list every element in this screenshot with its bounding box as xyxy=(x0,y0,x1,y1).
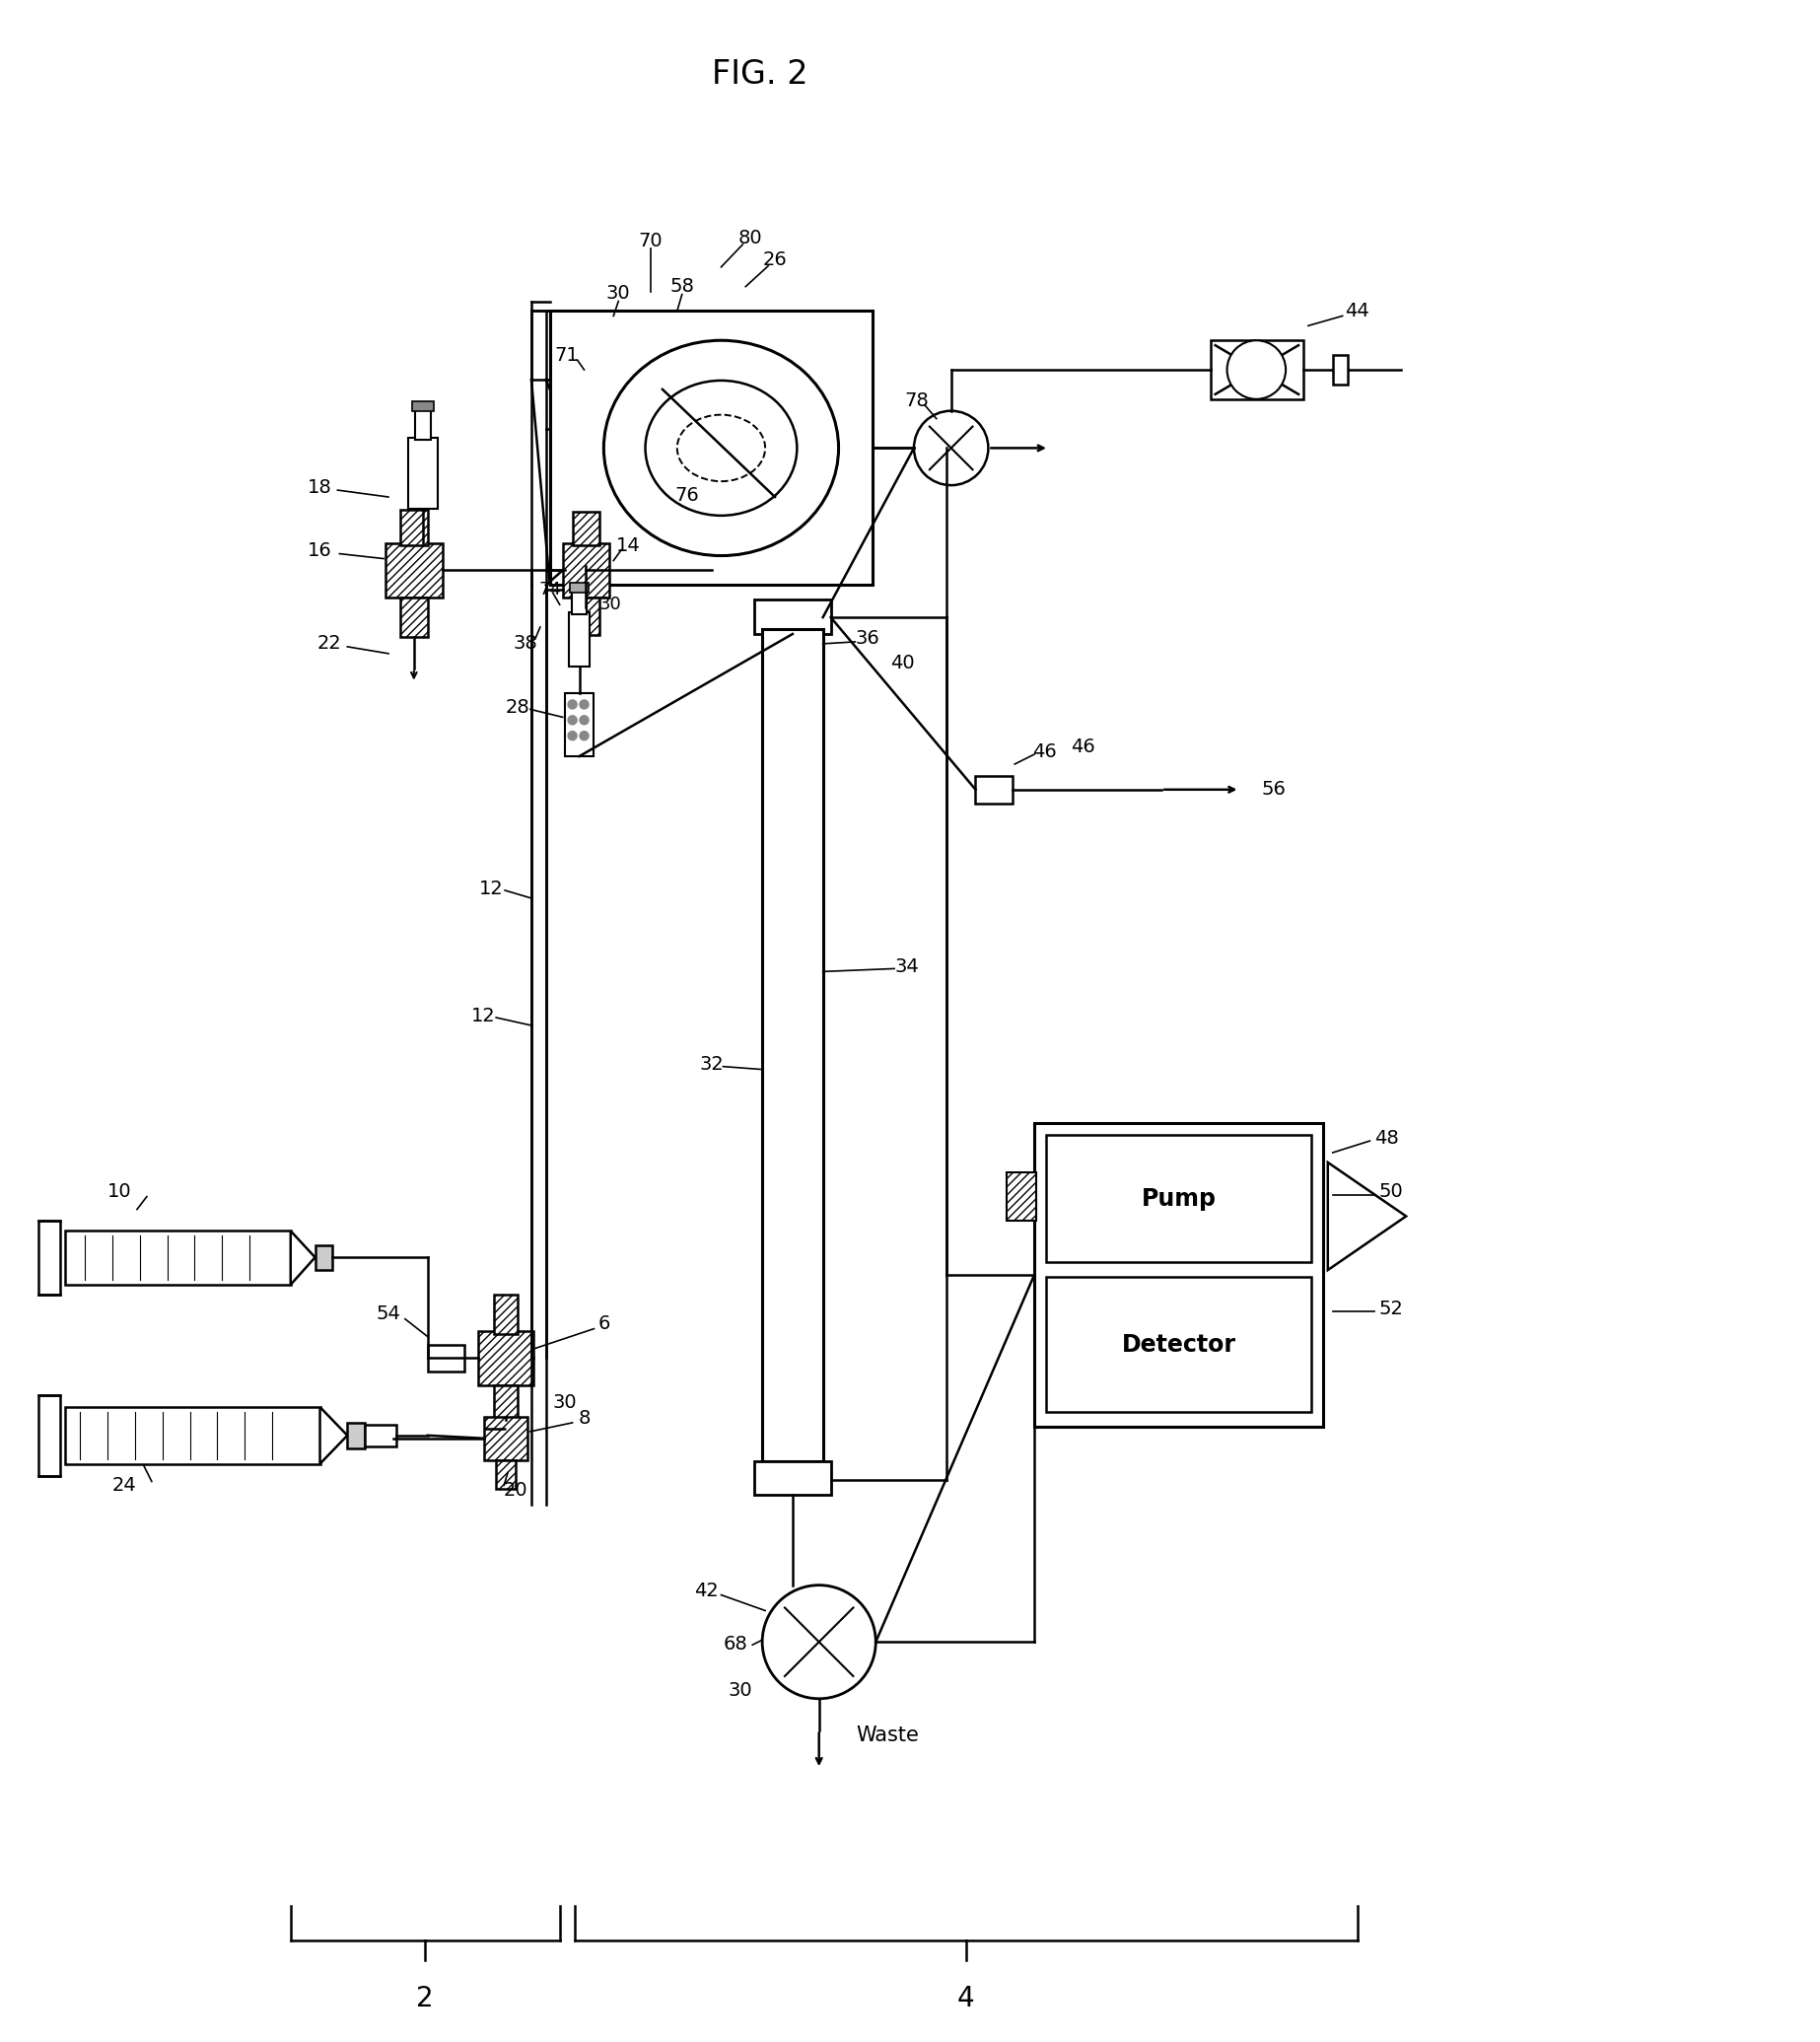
Text: 30: 30 xyxy=(599,596,622,613)
Circle shape xyxy=(763,1585,875,1699)
Bar xyxy=(428,1344,464,1372)
Polygon shape xyxy=(1329,1162,1407,1270)
Bar xyxy=(1332,355,1347,384)
Text: 4: 4 xyxy=(957,1985,974,2013)
Bar xyxy=(1046,1135,1310,1262)
Text: 12: 12 xyxy=(471,1007,495,1025)
Bar xyxy=(573,513,601,545)
Text: 56: 56 xyxy=(1261,780,1287,798)
Bar xyxy=(976,776,1012,803)
Bar xyxy=(568,613,590,666)
Text: 68: 68 xyxy=(724,1634,748,1654)
Bar xyxy=(411,400,433,410)
Bar xyxy=(386,543,442,598)
Text: 58: 58 xyxy=(670,278,693,296)
Text: 34: 34 xyxy=(895,958,919,976)
Text: 20: 20 xyxy=(504,1480,528,1499)
Bar xyxy=(479,1331,533,1387)
Text: 12: 12 xyxy=(479,878,504,898)
Bar xyxy=(755,1460,830,1495)
Bar xyxy=(400,598,428,637)
Text: 46: 46 xyxy=(1032,741,1056,762)
Ellipse shape xyxy=(677,415,764,482)
Bar xyxy=(570,584,590,592)
Bar xyxy=(562,543,610,598)
Bar xyxy=(408,439,437,508)
Circle shape xyxy=(568,717,577,725)
Text: 42: 42 xyxy=(693,1583,719,1601)
Ellipse shape xyxy=(604,341,839,555)
Polygon shape xyxy=(291,1231,315,1284)
Ellipse shape xyxy=(646,380,797,515)
Text: 16: 16 xyxy=(308,541,333,560)
Text: 76: 76 xyxy=(675,486,699,504)
Bar xyxy=(763,629,823,1460)
Circle shape xyxy=(1227,341,1285,398)
Circle shape xyxy=(581,700,588,709)
Text: 24: 24 xyxy=(113,1476,136,1495)
Text: 54: 54 xyxy=(377,1305,400,1323)
Bar xyxy=(484,1417,528,1460)
Circle shape xyxy=(914,410,988,486)
Text: 52: 52 xyxy=(1380,1301,1403,1319)
Bar xyxy=(38,1221,60,1295)
Text: 6: 6 xyxy=(597,1315,610,1333)
Text: 71: 71 xyxy=(555,345,579,363)
Text: 30: 30 xyxy=(728,1681,753,1701)
Text: 10: 10 xyxy=(107,1182,131,1201)
Bar xyxy=(1006,1172,1036,1221)
Text: 30: 30 xyxy=(553,1393,577,1411)
Bar xyxy=(66,1407,320,1464)
Text: Detector: Detector xyxy=(1121,1333,1236,1356)
Bar xyxy=(1034,1123,1323,1427)
Bar xyxy=(38,1395,60,1476)
Text: 36: 36 xyxy=(855,629,881,647)
Bar xyxy=(1210,341,1303,398)
Bar xyxy=(66,1231,291,1284)
Circle shape xyxy=(581,717,588,725)
Text: Pump: Pump xyxy=(1141,1186,1216,1211)
Bar xyxy=(400,510,428,545)
Bar xyxy=(366,1425,397,1446)
Text: 32: 32 xyxy=(699,1056,724,1074)
Text: 26: 26 xyxy=(763,251,788,270)
Polygon shape xyxy=(320,1407,348,1464)
Text: 14: 14 xyxy=(615,537,641,555)
Bar xyxy=(315,1246,333,1270)
Bar xyxy=(564,692,593,756)
Text: 74: 74 xyxy=(539,582,561,598)
Text: 40: 40 xyxy=(890,653,914,672)
Text: 50: 50 xyxy=(1380,1182,1403,1201)
Text: 22: 22 xyxy=(317,635,342,653)
Text: 8: 8 xyxy=(579,1409,590,1427)
Text: 48: 48 xyxy=(1374,1129,1400,1148)
Bar xyxy=(571,590,588,615)
Circle shape xyxy=(581,731,588,739)
Bar xyxy=(550,310,874,586)
Text: Waste: Waste xyxy=(855,1725,919,1744)
Bar xyxy=(495,1295,517,1333)
Text: 2: 2 xyxy=(417,1985,433,2013)
Circle shape xyxy=(568,731,577,739)
Text: 18: 18 xyxy=(308,478,333,496)
Text: 44: 44 xyxy=(1345,302,1369,321)
Bar xyxy=(573,598,601,635)
Text: FIG. 2: FIG. 2 xyxy=(712,57,808,90)
Text: 46: 46 xyxy=(1070,737,1096,756)
Text: 78: 78 xyxy=(905,392,928,410)
Text: 80: 80 xyxy=(739,229,763,247)
Text: 28: 28 xyxy=(506,698,530,717)
Text: 38: 38 xyxy=(513,635,537,653)
Text: 70: 70 xyxy=(639,231,662,249)
Bar xyxy=(415,408,431,441)
Bar xyxy=(497,1460,515,1489)
Bar xyxy=(495,1387,517,1419)
Bar xyxy=(348,1423,366,1448)
Bar xyxy=(755,600,830,633)
Text: 30: 30 xyxy=(606,284,630,302)
Bar xyxy=(1046,1276,1310,1411)
Circle shape xyxy=(568,700,577,709)
